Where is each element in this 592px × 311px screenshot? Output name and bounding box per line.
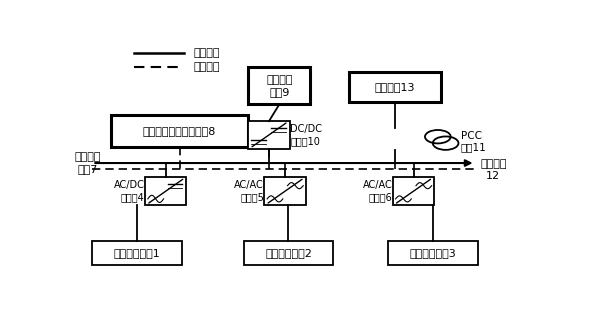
Text: 联合储能
系统9: 联合储能 系统9 [266,75,292,97]
Text: 电力线路: 电力线路 [193,48,220,58]
Text: 通信母线
12: 通信母线 12 [480,160,507,181]
Text: 外部电网13: 外部电网13 [375,82,416,92]
Text: 电力公共
母线7: 电力公共 母线7 [75,152,101,174]
Text: 微电网运营商1: 微电网运营商1 [114,248,160,258]
Text: AC/AC
变换器6: AC/AC 变换器6 [363,180,392,202]
Bar [249,121,289,149]
Bar [349,72,441,102]
Text: PCC
节点11: PCC 节点11 [461,131,487,152]
Text: 微电网运营商2: 微电网运营商2 [265,248,312,258]
Bar [388,241,478,265]
Bar [265,177,305,205]
Text: 微电网群中央控制系统8: 微电网群中央控制系统8 [143,126,216,136]
Bar [145,177,186,205]
Bar [244,241,333,265]
Text: DC/DC
变换器10: DC/DC 变换器10 [291,124,323,146]
Bar [393,177,434,205]
Text: 通信线路: 通信线路 [193,62,220,72]
Text: 微电网运营商3: 微电网运营商3 [410,248,456,258]
Bar [92,241,182,265]
Bar [249,67,310,104]
Text: AC/AC
变换器5: AC/AC 变换器5 [234,180,264,202]
Text: AC/DC
变换器4: AC/DC 变换器4 [114,180,144,202]
Bar [111,115,249,147]
